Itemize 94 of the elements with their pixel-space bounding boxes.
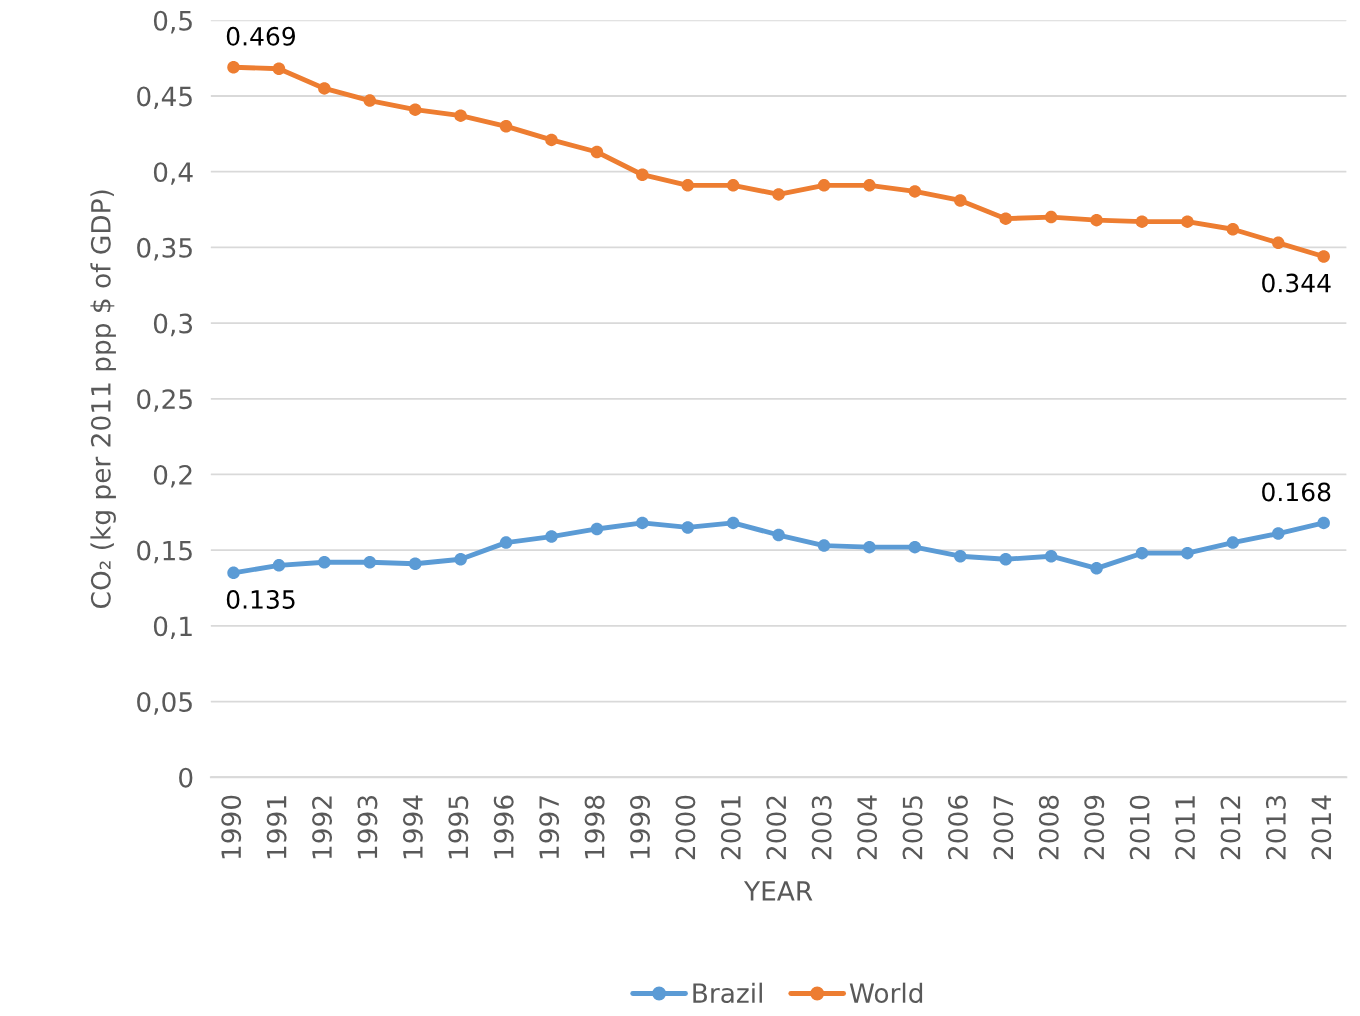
point xyxy=(363,94,377,107)
x-tick-label: 1998 xyxy=(584,795,605,859)
point xyxy=(408,103,422,116)
y-tick-label: 0,35 xyxy=(137,237,192,261)
point xyxy=(863,179,876,192)
point xyxy=(999,212,1012,225)
y-tick-label: 0,15 xyxy=(137,540,192,564)
point xyxy=(817,179,831,192)
x-tick-label: 2006 xyxy=(947,795,968,860)
point xyxy=(908,540,922,554)
point xyxy=(681,521,694,534)
point xyxy=(636,168,649,181)
x-tick-label: 2010 xyxy=(1129,795,1150,860)
x-tick-label: 2009 xyxy=(1084,795,1105,860)
point xyxy=(817,539,831,552)
point xyxy=(454,553,467,566)
point xyxy=(999,553,1012,566)
y-axis-title: CO₂ (kg per 2011 ppp $ of GDP) xyxy=(90,190,116,608)
x-tick-label: 1993 xyxy=(357,796,378,859)
x-tick-label: 2003 xyxy=(811,796,832,860)
point xyxy=(227,566,240,580)
point xyxy=(1181,546,1194,560)
point xyxy=(318,82,331,95)
point xyxy=(1272,236,1285,250)
point xyxy=(363,556,377,569)
data-label: 0.469 xyxy=(226,26,295,46)
x-tick-label: 2001 xyxy=(720,796,741,860)
point xyxy=(1090,562,1103,575)
x-tick-label: 1992 xyxy=(312,796,333,859)
y-tick-label: 0,25 xyxy=(137,389,192,412)
point xyxy=(954,194,967,207)
x-tick-label: 2002 xyxy=(766,796,787,860)
x-tick-label: 2012 xyxy=(1220,796,1241,860)
x-tick-label: 2000 xyxy=(675,795,696,860)
point xyxy=(1272,527,1285,540)
x-tick-label: 1995 xyxy=(448,796,469,859)
y-tick-label: 0,45 xyxy=(137,86,192,110)
point xyxy=(636,516,649,530)
point xyxy=(1317,250,1330,263)
x-tick-label: 2004 xyxy=(857,795,878,860)
x-tick-label: 1996 xyxy=(493,795,514,859)
point xyxy=(272,62,286,76)
point xyxy=(590,522,604,536)
point xyxy=(545,133,558,147)
point xyxy=(1135,215,1149,228)
data-label: 0.168 xyxy=(1262,482,1331,502)
point xyxy=(863,540,876,554)
x-tick-label: 2008 xyxy=(1038,795,1059,860)
point xyxy=(772,528,785,542)
data-label: 0.135 xyxy=(226,589,295,609)
x-tick-label: 1994 xyxy=(402,795,423,859)
point xyxy=(590,145,604,159)
legend-label: Brazil xyxy=(693,982,762,1004)
x-tick-label: 2013 xyxy=(1265,796,1286,860)
data-label: 0.344 xyxy=(1262,273,1331,293)
y-tick-label: 0 xyxy=(179,767,193,788)
point xyxy=(1044,549,1058,563)
y-tick-label: 0,4 xyxy=(153,162,193,185)
x-tick-label: 2005 xyxy=(902,796,923,860)
point xyxy=(726,516,740,530)
point xyxy=(272,559,286,572)
y-tick-label: 0,5 xyxy=(153,10,192,34)
point xyxy=(545,530,558,543)
point xyxy=(726,179,740,192)
point xyxy=(954,549,967,563)
point xyxy=(1226,222,1240,236)
point xyxy=(772,188,785,201)
point xyxy=(499,120,513,133)
x-tick-label: 2014 xyxy=(1311,795,1332,860)
point xyxy=(681,179,694,192)
point xyxy=(318,556,331,569)
point xyxy=(499,536,513,549)
point xyxy=(1181,215,1194,228)
point xyxy=(454,109,467,122)
point xyxy=(1090,213,1103,227)
x-tick-label: 1990 xyxy=(221,795,242,859)
point xyxy=(408,557,422,571)
point xyxy=(1135,546,1149,560)
point xyxy=(227,61,240,74)
point xyxy=(1044,210,1058,224)
x-tick-label: 2007 xyxy=(993,796,1014,860)
x-tick-label: 2011 xyxy=(1175,796,1196,860)
point xyxy=(908,185,922,198)
legend-label: World xyxy=(849,982,923,1004)
y-tick-label: 0,3 xyxy=(153,313,193,337)
x-tick-label: 1997 xyxy=(539,796,560,859)
x-tick-label: 1991 xyxy=(266,796,287,859)
x-axis-title: YEAR xyxy=(743,881,813,901)
point xyxy=(1317,516,1330,530)
y-tick-label: 0,2 xyxy=(153,464,192,488)
point xyxy=(1226,536,1240,549)
y-tick-label: 0,1 xyxy=(153,616,192,639)
y-tick-label: 0,05 xyxy=(137,691,192,715)
x-tick-label: 1999 xyxy=(630,795,650,859)
